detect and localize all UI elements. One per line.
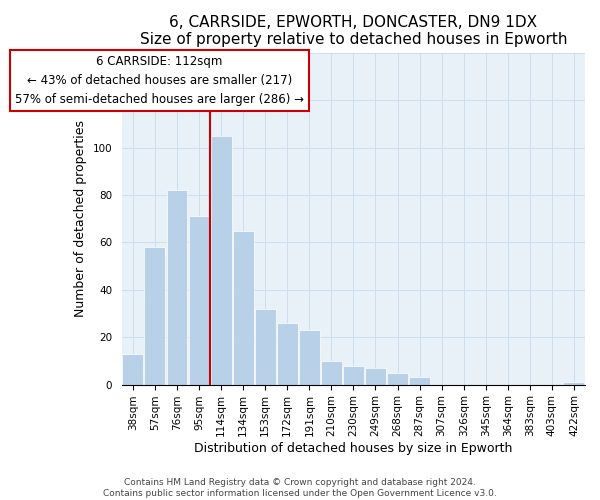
Bar (343, 366, 364, 384)
Bar (387, 372, 408, 384)
Bar (122, 354, 143, 384)
Bar (321, 361, 342, 384)
Bar (365, 368, 386, 384)
Bar (188, 216, 209, 384)
Text: Contains HM Land Registry data © Crown copyright and database right 2024.
Contai: Contains HM Land Registry data © Crown c… (103, 478, 497, 498)
Bar (277, 323, 298, 384)
Bar (167, 190, 187, 384)
X-axis label: Distribution of detached houses by size in Epworth: Distribution of detached houses by size … (194, 442, 512, 455)
Bar (233, 230, 254, 384)
Bar (255, 308, 275, 384)
Bar (299, 330, 320, 384)
Bar (211, 136, 232, 384)
Bar (563, 382, 584, 384)
Title: 6, CARRSIDE, EPWORTH, DONCASTER, DN9 1DX
Size of property relative to detached h: 6, CARRSIDE, EPWORTH, DONCASTER, DN9 1DX… (140, 15, 567, 48)
Text: 6 CARRSIDE: 112sqm
← 43% of detached houses are smaller (217)
57% of semi-detach: 6 CARRSIDE: 112sqm ← 43% of detached hou… (15, 55, 304, 106)
Y-axis label: Number of detached properties: Number of detached properties (74, 120, 87, 317)
Bar (145, 247, 166, 384)
Bar (409, 378, 430, 384)
